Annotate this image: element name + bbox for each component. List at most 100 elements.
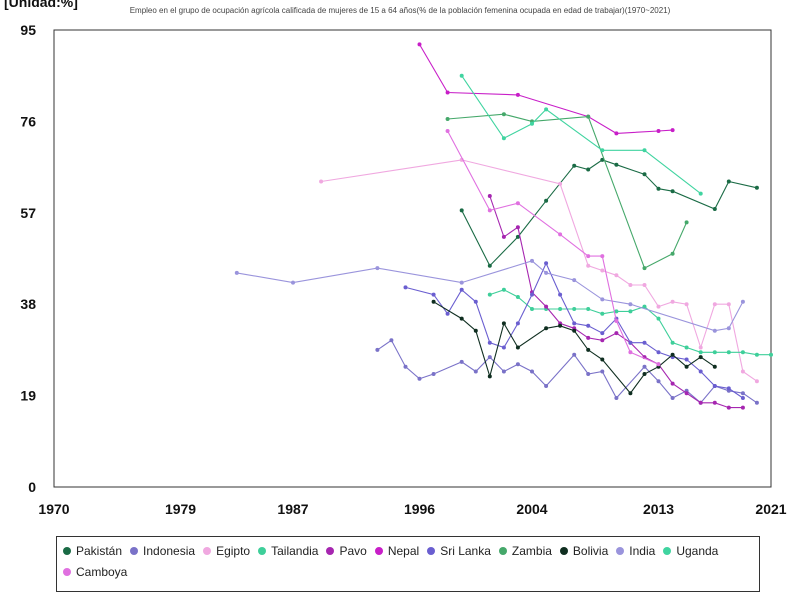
data-point <box>473 369 478 374</box>
legend-swatch <box>374 546 383 555</box>
data-point <box>375 347 380 352</box>
data-point <box>656 350 661 355</box>
data-point <box>600 369 605 374</box>
series-line <box>461 159 758 267</box>
data-point <box>614 319 619 323</box>
data-point <box>501 345 506 350</box>
series-egipto <box>319 157 759 384</box>
data-point <box>726 326 731 331</box>
data-point <box>628 309 633 314</box>
data-point <box>642 266 647 271</box>
data-point <box>487 374 492 379</box>
data-point <box>515 234 520 239</box>
legend-item: Tailandia <box>258 540 318 561</box>
data-point <box>600 254 605 259</box>
x-tick-label: 1979 <box>165 501 196 517</box>
data-point <box>698 369 703 374</box>
x-tick-label: 2013 <box>643 501 674 517</box>
data-point <box>558 307 563 311</box>
data-point <box>586 323 591 328</box>
data-point <box>670 352 675 357</box>
data-point <box>740 405 745 410</box>
data-point <box>445 311 450 316</box>
tick-labels: 1970 1979 1987 1996 2004 2013 2021 0 19 38 57 76 95 <box>20 22 786 517</box>
series-india <box>234 258 745 333</box>
y-tick-label: 95 <box>20 22 36 38</box>
series-layer <box>234 42 773 410</box>
data-point <box>473 328 478 333</box>
data-point <box>558 323 563 328</box>
data-point <box>726 350 731 355</box>
data-point <box>544 261 549 266</box>
data-point <box>487 355 492 360</box>
legend-swatch <box>427 546 436 555</box>
data-point <box>740 350 745 355</box>
legend-swatch <box>559 546 568 555</box>
data-point <box>501 369 506 374</box>
data-point <box>712 302 717 307</box>
data-point <box>445 90 450 95</box>
data-point <box>515 92 520 97</box>
data-point <box>769 352 773 357</box>
data-point <box>600 297 605 302</box>
axes <box>53 29 772 488</box>
x-tick-label: 2004 <box>516 501 547 517</box>
data-point <box>459 359 464 364</box>
data-point <box>600 148 605 153</box>
data-point <box>403 364 408 369</box>
data-point <box>572 352 577 357</box>
data-point <box>726 386 731 391</box>
data-point <box>445 117 450 121</box>
data-point <box>642 172 647 177</box>
data-point <box>656 316 661 321</box>
data-point <box>600 311 605 316</box>
y-tick-label: 38 <box>20 296 36 312</box>
data-point <box>712 328 717 333</box>
data-point <box>487 263 492 268</box>
legend-item: Bolivia <box>559 540 609 561</box>
data-point <box>628 283 633 287</box>
data-point <box>501 234 506 239</box>
data-point <box>642 148 647 153</box>
series-bolivia <box>431 299 717 396</box>
series-line <box>321 159 758 382</box>
data-point <box>642 304 647 309</box>
data-point <box>501 112 506 117</box>
data-point <box>403 285 408 290</box>
data-point <box>628 302 633 307</box>
plot-area <box>53 29 772 488</box>
data-point <box>628 391 633 396</box>
data-point <box>515 321 520 326</box>
x-tick-label: 2021 <box>755 501 786 517</box>
data-point <box>487 194 492 198</box>
data-point <box>698 355 703 360</box>
data-point <box>740 369 745 374</box>
data-point <box>754 352 759 357</box>
series-line <box>433 301 716 395</box>
data-point <box>670 299 675 304</box>
legend-item: Indonesia <box>130 540 195 561</box>
data-point <box>754 400 759 405</box>
data-point <box>389 338 394 343</box>
data-point <box>544 270 549 275</box>
legend-label: Bolivia <box>572 543 609 558</box>
legend-item: Uganda <box>663 540 718 561</box>
series-line <box>236 260 744 332</box>
data-point <box>712 207 717 211</box>
data-point <box>501 321 506 326</box>
data-point <box>656 362 661 367</box>
data-point <box>431 299 436 304</box>
data-point <box>530 258 534 263</box>
series-camboya <box>445 129 661 367</box>
data-point <box>614 131 619 136</box>
data-point <box>530 369 534 374</box>
data-point <box>544 198 549 203</box>
data-point <box>501 136 506 141</box>
data-point <box>586 114 591 119</box>
data-point <box>684 364 689 369</box>
y-tick-label: 0 <box>28 479 36 495</box>
x-tick-label: 1970 <box>38 501 69 517</box>
line-chart: 1970 1979 1987 1996 2004 2013 2021 0 19 38 57 76 95 <box>20 22 786 517</box>
legend-swatch <box>616 546 625 555</box>
data-point <box>572 278 577 283</box>
